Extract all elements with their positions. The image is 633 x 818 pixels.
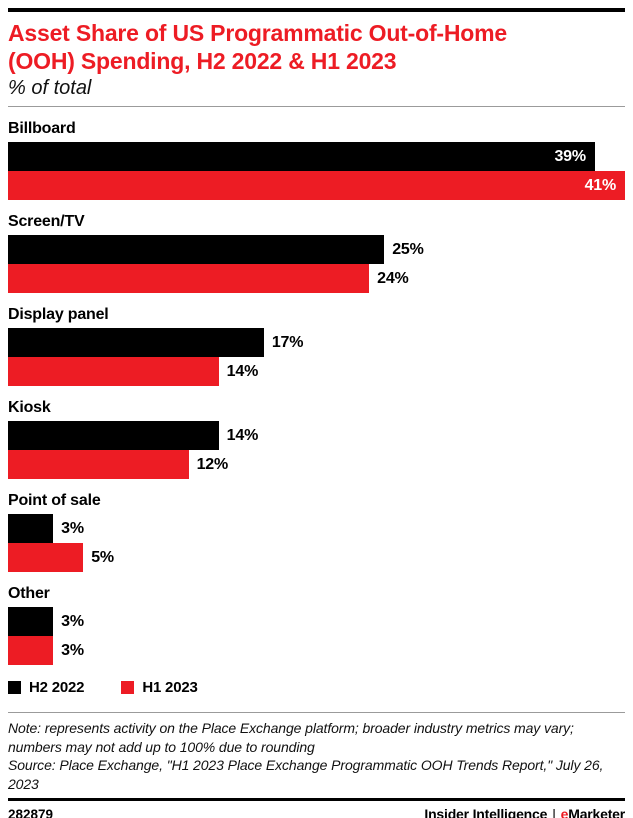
brand-emarketer-e: e bbox=[560, 806, 569, 818]
chart-footer: 282879 Insider Intelligence | eMarketer bbox=[8, 806, 625, 818]
bar-h2-2022 bbox=[8, 328, 264, 357]
chart-id: 282879 bbox=[8, 806, 54, 818]
top-rule bbox=[8, 8, 625, 12]
bar-h1-2023 bbox=[8, 450, 189, 479]
legend-label: H1 2023 bbox=[142, 679, 198, 696]
bar-h2-2022: 39% bbox=[8, 142, 595, 171]
bar-row: 24% bbox=[8, 264, 625, 293]
category-label: Display panel bbox=[8, 306, 109, 323]
value-label: 24% bbox=[377, 269, 409, 287]
bar-h2-2022 bbox=[8, 514, 54, 543]
source-text: Source: Place Exchange, "H1 2023 Place E… bbox=[8, 757, 604, 792]
bottom-rule bbox=[8, 798, 625, 801]
bar-row: 14% bbox=[8, 421, 625, 450]
value-label: 3% bbox=[61, 641, 84, 659]
category-label: Kiosk bbox=[8, 399, 51, 416]
legend-label: H2 2022 bbox=[29, 679, 85, 696]
footnote-divider bbox=[8, 712, 625, 713]
chart-title-line-1: Asset Share of US Programmatic Out-of-Ho… bbox=[8, 20, 507, 46]
brand-emarketer: eMarketer bbox=[560, 806, 626, 818]
bar-row: 12% bbox=[8, 450, 625, 479]
bar-row: 5% bbox=[8, 543, 625, 572]
category-group: Display panel 17% 14% bbox=[8, 306, 625, 386]
bar-h2-2022 bbox=[8, 235, 385, 264]
bar-row: 39% bbox=[8, 142, 625, 171]
bar-h1-2023 bbox=[8, 357, 219, 386]
value-label: 3% bbox=[61, 519, 84, 537]
chart-footnote: Note: represents activity on the Place E… bbox=[8, 713, 625, 798]
chart-subtitle: % of total bbox=[8, 77, 92, 99]
brand-insider-intelligence: Insider Intelligence bbox=[424, 806, 548, 818]
category-group: Other 3% 3% bbox=[8, 585, 625, 665]
legend-item-h2-2022: H2 2022 bbox=[8, 679, 85, 696]
category-label: Other bbox=[8, 585, 50, 602]
chart-legend: H2 2022 H1 2023 bbox=[8, 679, 625, 696]
value-label: 39% bbox=[554, 147, 586, 165]
brand-logos: Insider Intelligence | eMarketer bbox=[424, 806, 625, 818]
legend-swatch bbox=[121, 681, 135, 694]
value-label: 3% bbox=[61, 612, 84, 630]
category-label: Billboard bbox=[8, 120, 76, 137]
chart-body: Billboard 39% 41% Screen/TV 25% 24% Display pa… bbox=[8, 107, 625, 665]
bar-row: 17% bbox=[8, 328, 625, 357]
legend-swatch bbox=[8, 681, 21, 694]
bar-row: 25% bbox=[8, 235, 625, 264]
bar-h2-2022 bbox=[8, 421, 219, 450]
header-divider bbox=[8, 106, 625, 107]
bar-h1-2023 bbox=[8, 264, 370, 293]
category-label: Point of sale bbox=[8, 492, 101, 509]
bar-row: 14% bbox=[8, 357, 625, 386]
bar-h2-2022 bbox=[8, 607, 54, 636]
bar-h1-2023 bbox=[8, 636, 54, 665]
bar-row: 41% bbox=[8, 171, 625, 200]
category-group: Kiosk 14% 12% bbox=[8, 399, 625, 479]
brand-emarketer-rest: Marketer bbox=[568, 806, 625, 818]
legend-item-h1-2023: H1 2023 bbox=[121, 679, 198, 696]
value-label: 41% bbox=[584, 176, 617, 194]
brand-separator: | bbox=[552, 806, 556, 818]
value-label: 12% bbox=[196, 455, 229, 473]
category-group: Billboard 39% 41% bbox=[8, 120, 625, 200]
value-label: 17% bbox=[271, 333, 304, 351]
value-label: 5% bbox=[91, 548, 114, 566]
value-label: 14% bbox=[226, 362, 259, 380]
value-label: 25% bbox=[392, 240, 424, 258]
bar-row: 3% bbox=[8, 636, 625, 665]
category-group: Point of sale 3% 5% bbox=[8, 492, 625, 572]
note-text: Note: represents activity on the Place E… bbox=[8, 720, 574, 755]
bar-h1-2023 bbox=[8, 543, 84, 572]
category-group: Screen/TV 25% 24% bbox=[8, 213, 625, 293]
bar-row: 3% bbox=[8, 607, 625, 636]
value-label: 14% bbox=[226, 426, 259, 444]
bar-h1-2023: 41% bbox=[8, 171, 625, 200]
chart-title-line-2: (OOH) Spending, H2 2022 & H1 2023 bbox=[8, 48, 397, 74]
category-label: Screen/TV bbox=[8, 213, 85, 230]
bar-row: 3% bbox=[8, 514, 625, 543]
chart-title: Asset Share of US Programmatic Out-of-Ho… bbox=[8, 19, 625, 75]
